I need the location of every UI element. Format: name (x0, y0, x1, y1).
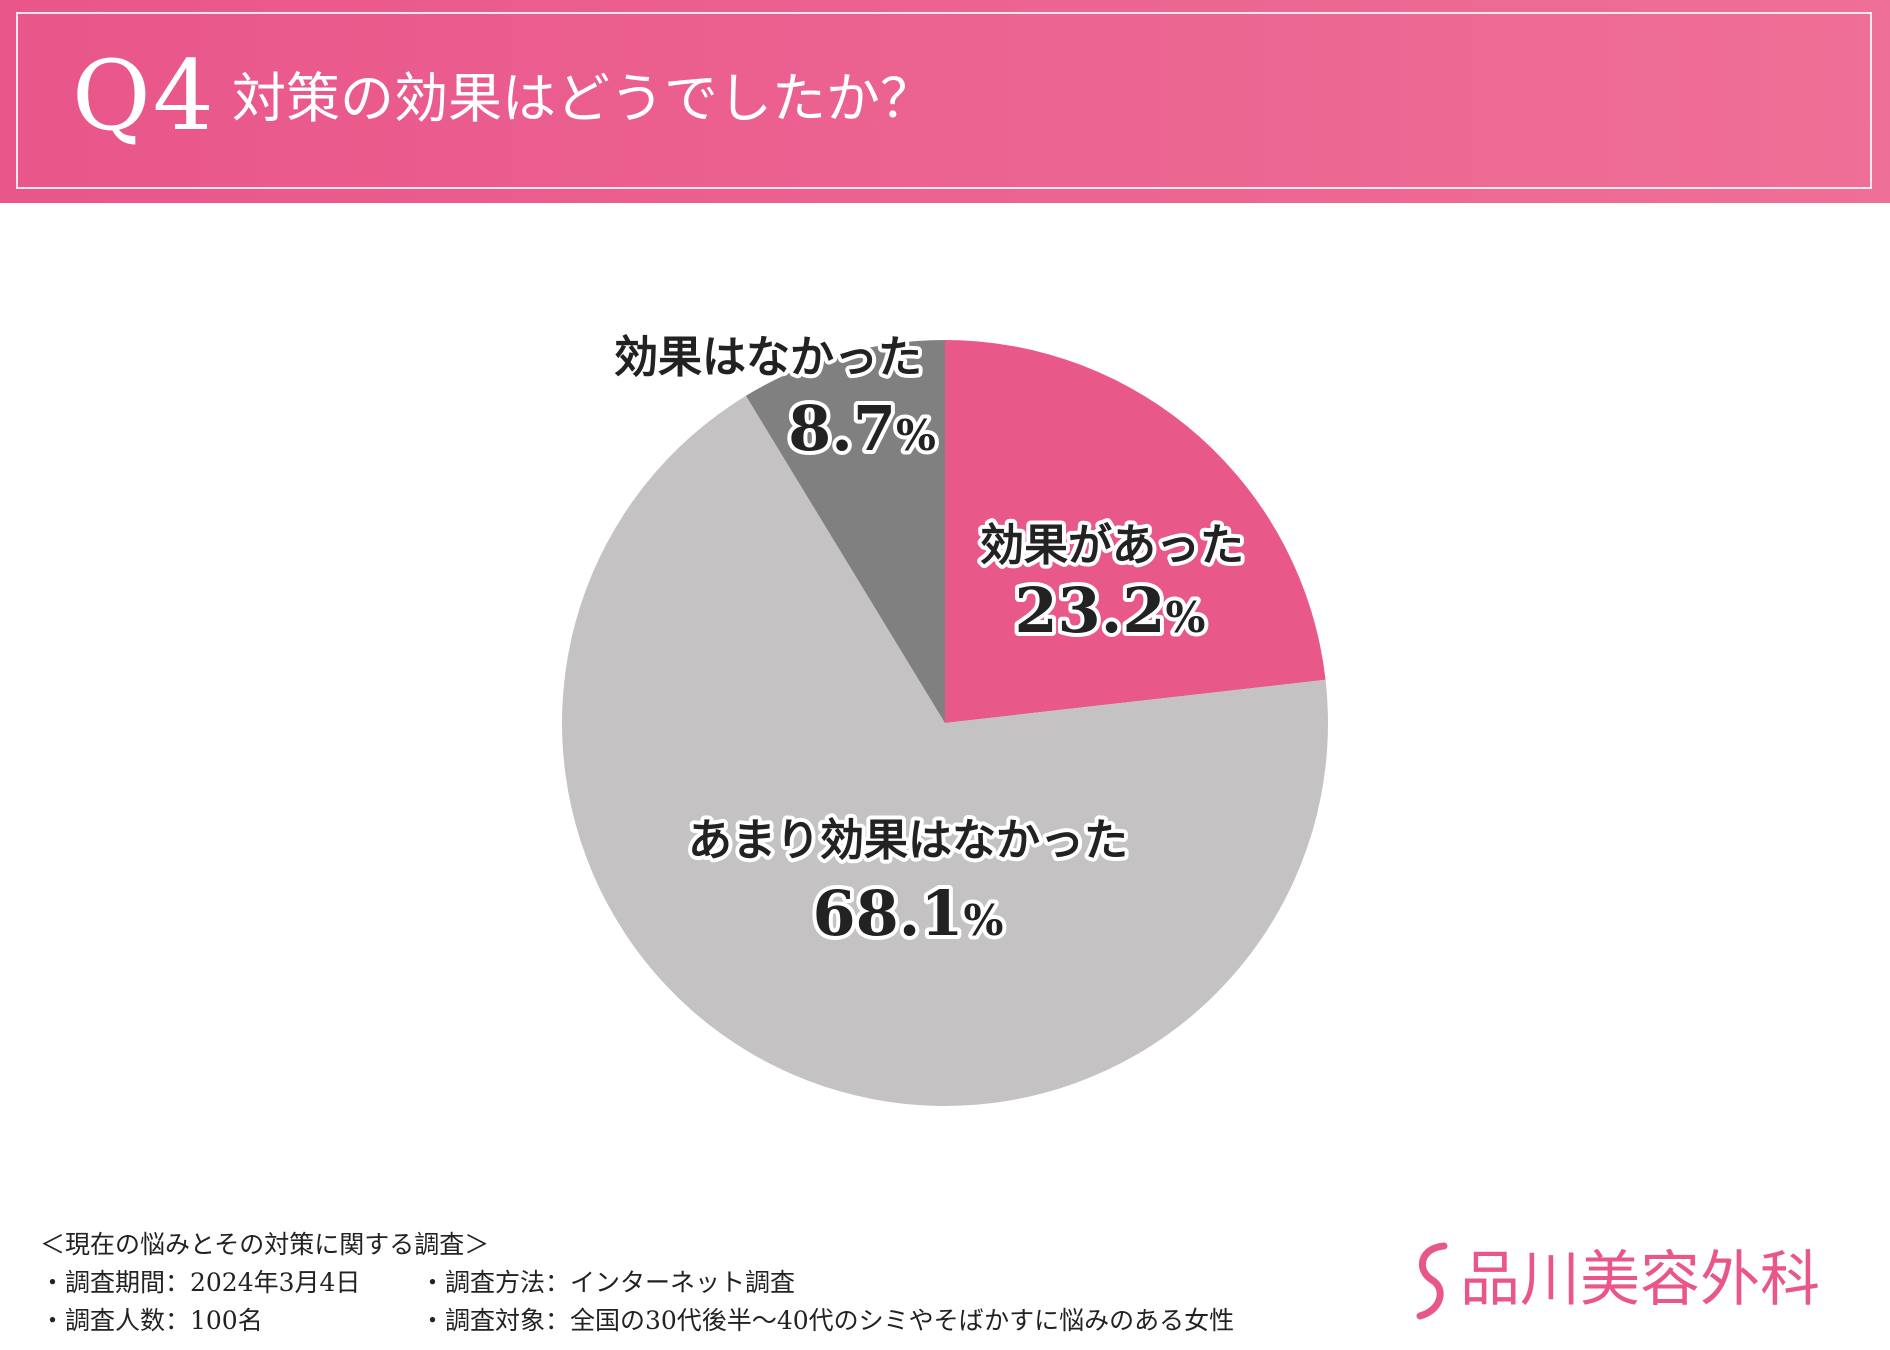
slice-effective-value: 23.2% (1015, 574, 1206, 647)
logo-text: 品川美容外科 (1460, 1245, 1820, 1315)
question-number: Q4 (72, 40, 216, 152)
slice-not-very-effective-value: 68.1% (813, 877, 1004, 950)
slice-effective-label: 効果があった (980, 520, 1244, 571)
slice-not-very-effective (561, 395, 1328, 1107)
survey-title: ＜現在の悩みとその対策に関する調査＞ (40, 1230, 490, 1259)
survey-respondents: ・調査人数：100名 (40, 1306, 263, 1335)
slice-not-very-effective-label: あまり効果はなかった (688, 815, 1128, 866)
header-banner: Q4 対策の効果はどうでしたか？ (0, 0, 1890, 203)
slice-effective (945, 340, 1326, 723)
slice-not-effective (745, 340, 945, 723)
survey-method: ・調査方法：インターネット調査 (420, 1268, 796, 1297)
question-title: 対策の効果はどうでしたか？ (232, 67, 934, 130)
logo-s-mark-icon (1416, 1242, 1448, 1320)
survey-target: ・調査対象：全国の30代後半〜40代のシミやそばかすに悩みのある女性 (420, 1306, 1235, 1335)
clinic-logo: 品川美容外科 (1412, 1240, 1820, 1320)
footer-row-2: ・調査人数：100名 ・調査対象：全国の30代後半〜40代のシミやそばかすに悩み… (40, 1302, 1234, 1340)
footer-row-1: ・調査期間：2024年3月4日 ・調査方法：インターネット調査 (40, 1264, 1234, 1302)
pie-slices (561, 340, 1328, 1107)
survey-footer: ＜現在の悩みとその対策に関する調査＞ ・調査期間：2024年3月4日 ・調査方法… (40, 1226, 1234, 1340)
survey-period: ・調査期間：2024年3月4日 (40, 1268, 361, 1297)
banner-frame (16, 12, 1872, 189)
slice-not-effective-value: 8.7% (788, 392, 936, 465)
slice-not-effective-label: 効果はなかった (614, 332, 922, 383)
